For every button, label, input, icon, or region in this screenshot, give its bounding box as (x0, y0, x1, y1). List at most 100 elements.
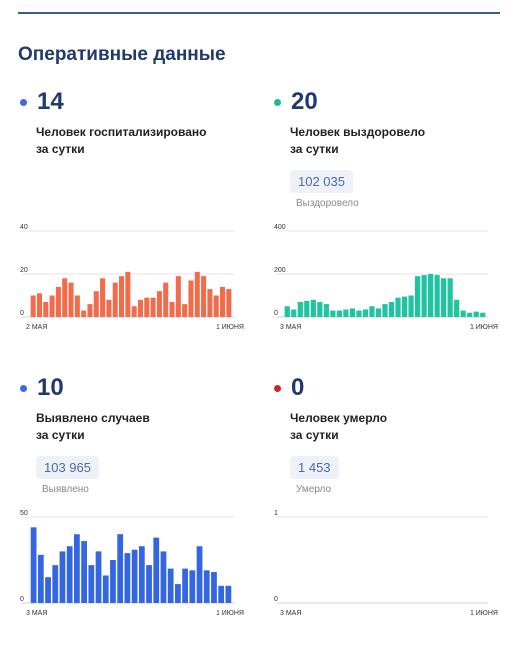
page-title: Оперативные данные (18, 44, 226, 65)
bar (356, 310, 362, 317)
bar (66, 546, 73, 603)
recovered-chart: 400 200 03 МАЯ 1 ИЮНЯ (274, 224, 498, 331)
bar (454, 299, 460, 317)
bar (218, 585, 225, 603)
x-tick-label-end: 1 ИЮНЯ (470, 610, 498, 617)
hospitalized-headline: 14 (18, 88, 64, 116)
bar (188, 280, 194, 317)
bar (317, 301, 323, 317)
hospitalized-dot (20, 98, 27, 106)
bar (81, 541, 87, 603)
y-tick-label: 0 (20, 310, 24, 317)
bar (43, 301, 49, 317)
card-hospitalized: 14 Человек госпитализировано за сутки 40… (18, 88, 248, 338)
bar (45, 577, 51, 603)
card-recovered: 20 Человек выздоровело за сутки 102 035 … (272, 88, 502, 338)
bar (102, 575, 109, 603)
y-tick-label: 400 (274, 224, 286, 231)
bar (480, 312, 486, 317)
bar (220, 286, 226, 317)
bar (163, 282, 169, 317)
bar (175, 584, 181, 603)
bar (124, 553, 131, 603)
bar (137, 299, 143, 317)
died-dot (274, 384, 281, 392)
x-tick-label-start: 3 МАЯ (26, 610, 47, 617)
bar (131, 549, 138, 603)
bar (81, 310, 87, 317)
bar (467, 312, 473, 317)
bar (52, 565, 59, 603)
bar (343, 309, 349, 317)
bar (460, 310, 466, 317)
card-detected: 10 Выявлено случаев за сутки 103 965 Выя… (18, 374, 248, 624)
bar (189, 570, 196, 603)
bar (369, 306, 375, 317)
died-number: 0 (291, 374, 305, 401)
bar (297, 301, 303, 317)
died-chart: 1 03 МАЯ 1 ИЮНЯ (274, 510, 498, 617)
bar (414, 276, 421, 317)
bar (156, 291, 162, 317)
bar (304, 300, 310, 317)
bar (95, 551, 102, 603)
x-tick-label-start: 2 МАЯ (26, 324, 47, 331)
y-tick-label: 0 (274, 310, 278, 317)
recovered-headline: 20 (272, 88, 318, 116)
recovered-dot (274, 98, 281, 106)
y-tick-label: 0 (274, 596, 278, 603)
detected-total-label: Выявлено (42, 484, 89, 495)
hospitalized-line2: за сутки (36, 142, 85, 156)
detected-dot (20, 384, 27, 392)
bar (62, 278, 68, 317)
bar (175, 276, 181, 317)
bar (74, 534, 80, 603)
x-tick-label-start: 3 МАЯ (280, 610, 301, 617)
bar (421, 275, 427, 317)
detected-line1: Выявлено случаев (36, 411, 150, 425)
bar (110, 560, 116, 603)
recovered-line1: Человек выздоровело (290, 125, 426, 139)
bar (30, 527, 37, 603)
detected-headline: 10 (18, 374, 64, 402)
bar (125, 271, 131, 317)
bar (375, 308, 382, 317)
detected-description: Выявлено случаев за сутки (36, 410, 236, 444)
bar (182, 568, 188, 603)
bar (213, 295, 219, 317)
bar (441, 278, 447, 317)
bar (201, 276, 207, 317)
y-tick-label: 0 (20, 596, 24, 603)
detected-chart: 50 03 МАЯ 1 ИЮНЯ (20, 510, 244, 617)
bar (112, 282, 118, 317)
bar (153, 537, 160, 603)
bar (87, 304, 93, 317)
bar (68, 282, 74, 317)
bar (117, 534, 124, 603)
bar (226, 289, 232, 317)
detected-total: 103 965 (36, 456, 99, 479)
bar (167, 568, 174, 603)
bar (119, 276, 125, 317)
bar (160, 551, 167, 603)
top-divider (18, 12, 500, 14)
x-tick-label-end: 1 ИЮНЯ (216, 324, 244, 331)
card-died: 0 Человек умерло за сутки 1 453 Умерло 1… (272, 374, 502, 624)
bar (169, 301, 175, 317)
recovered-description: Человек выздоровело за сутки (290, 124, 490, 158)
bar (182, 304, 188, 317)
bar (330, 310, 336, 317)
hospitalized-line1: Человек госпитализировано (36, 125, 207, 139)
y-tick-label: 1 (274, 510, 278, 517)
bar (284, 306, 290, 317)
bar (382, 304, 388, 317)
bar (203, 570, 210, 603)
bar (131, 306, 137, 317)
bar (408, 295, 414, 317)
bar (55, 286, 61, 317)
bar (434, 275, 440, 317)
y-tick-label: 50 (20, 510, 28, 517)
bar (336, 310, 342, 317)
bar (388, 301, 395, 317)
recovered-number: 20 (291, 88, 318, 115)
